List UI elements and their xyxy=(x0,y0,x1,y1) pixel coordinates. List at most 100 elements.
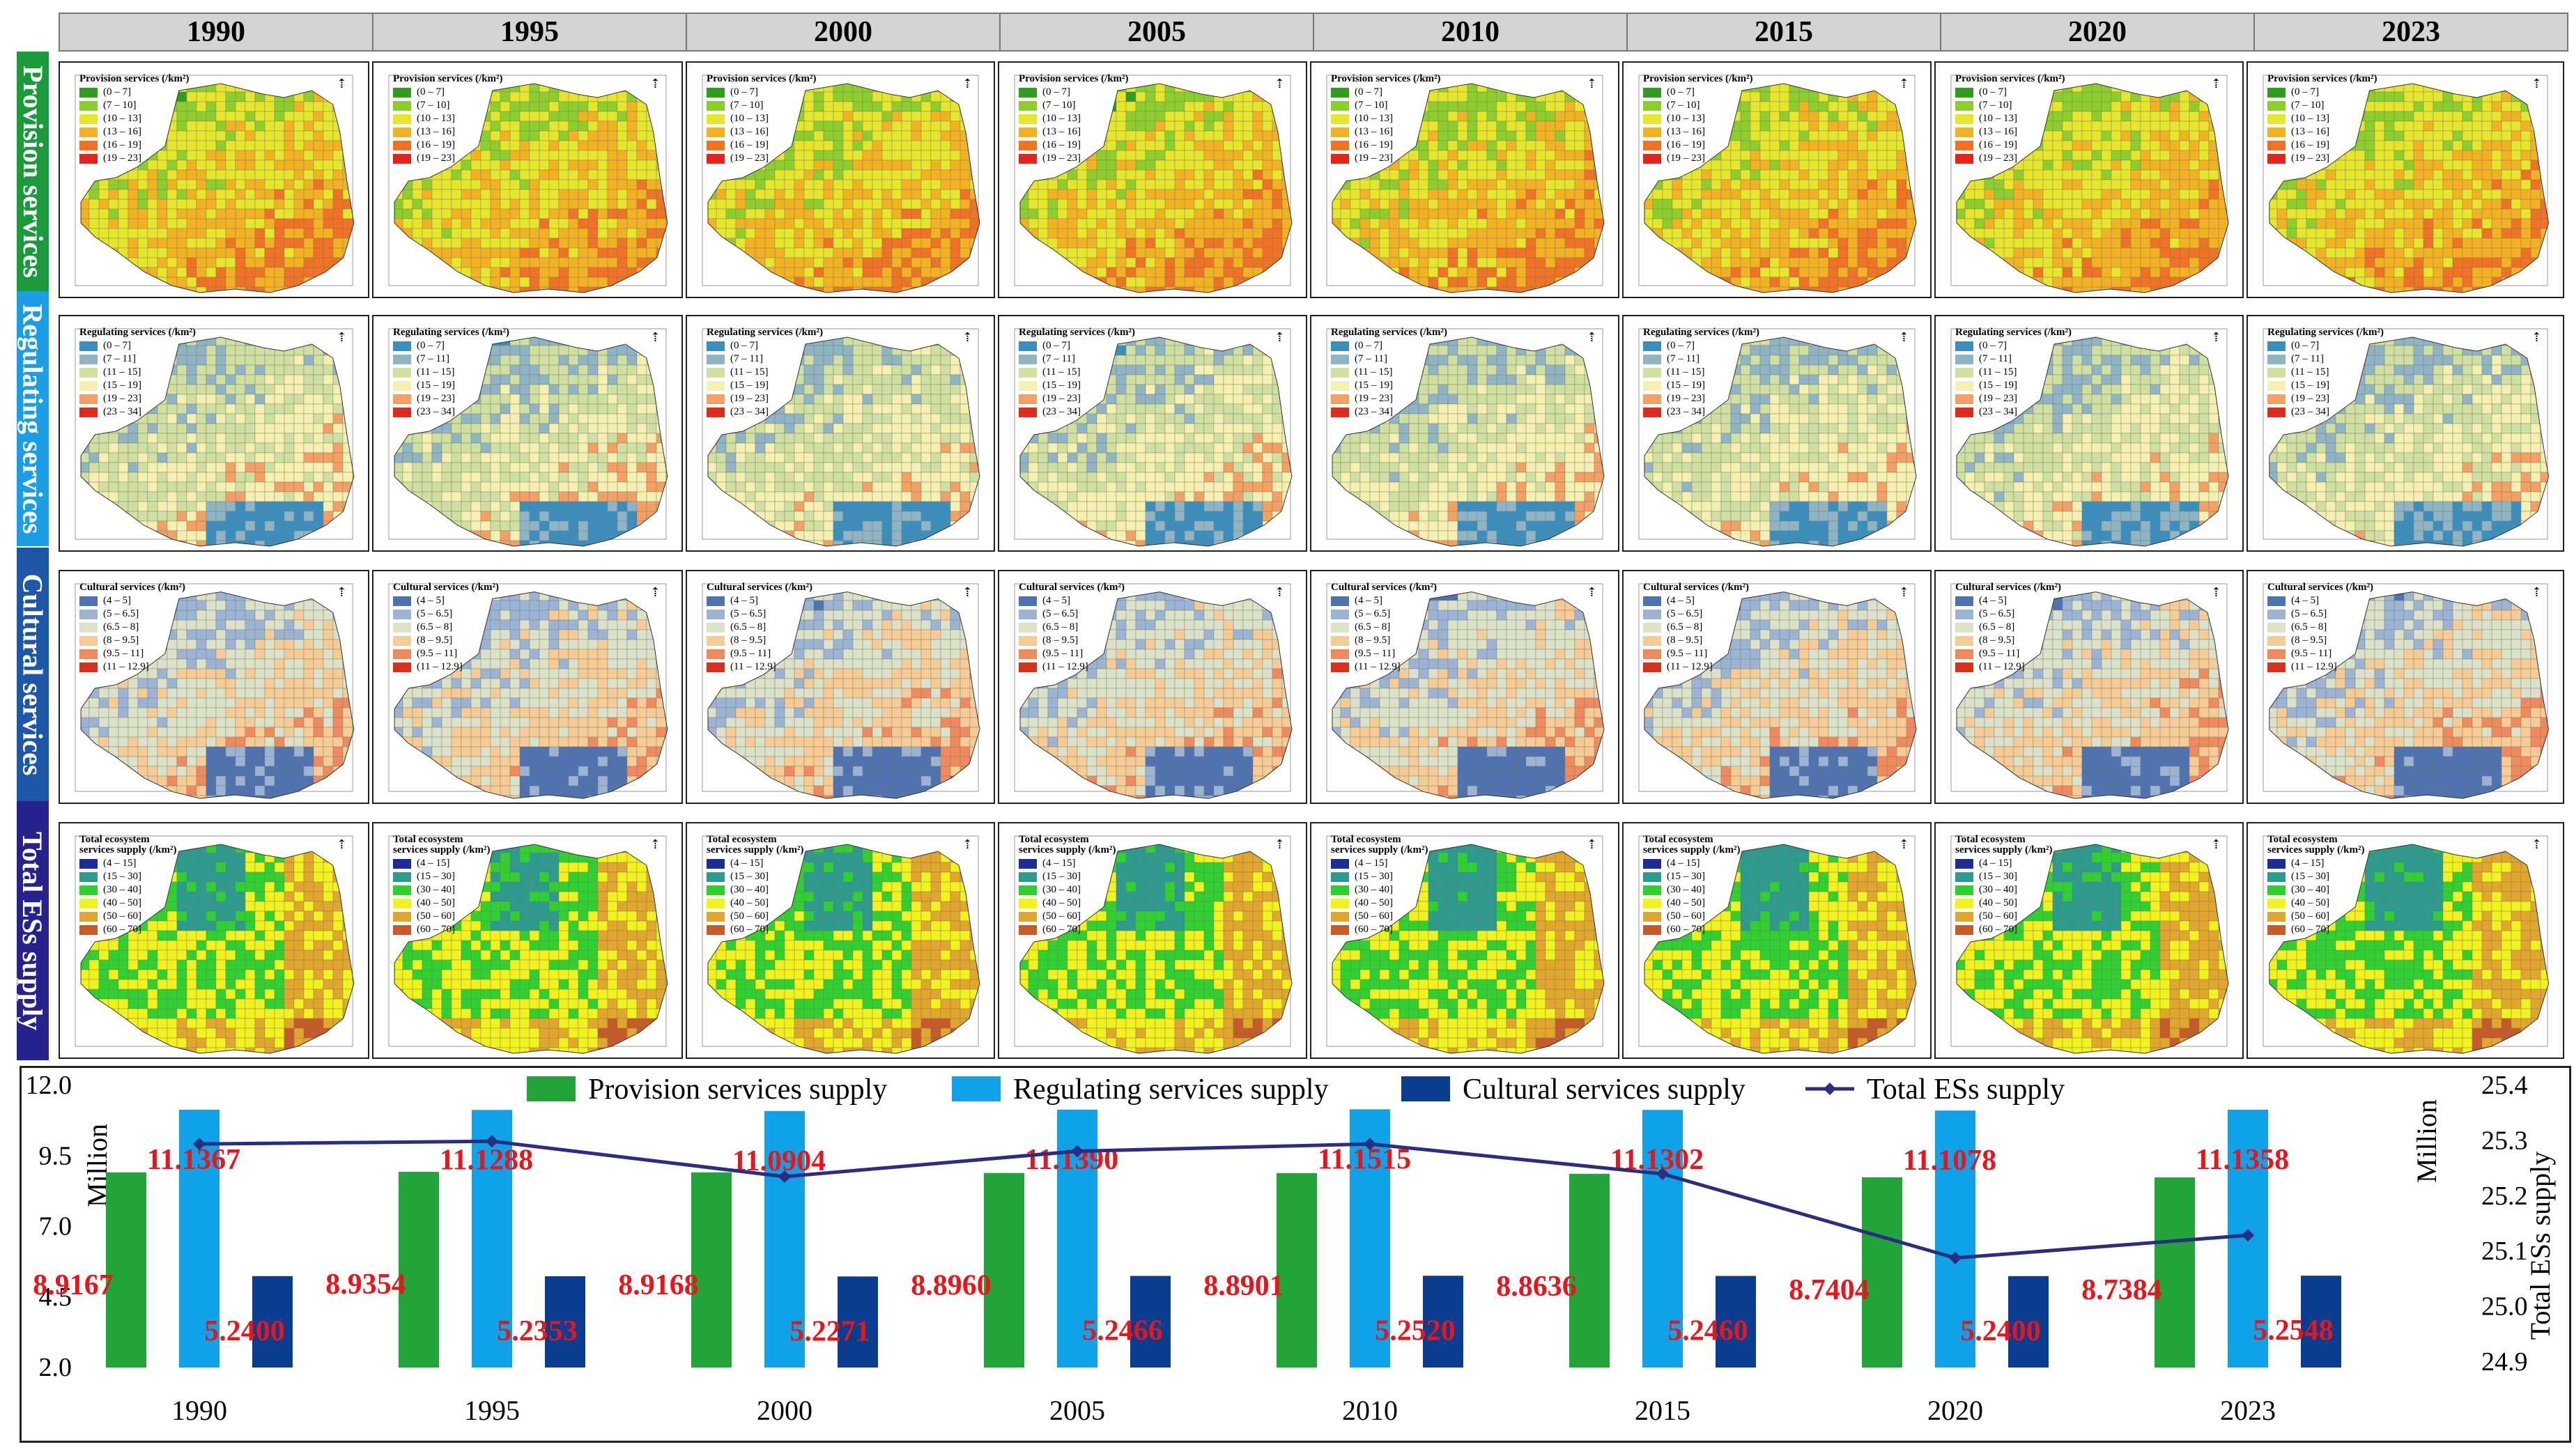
map-shape xyxy=(1638,75,1917,293)
legend-label: (7 – 10] xyxy=(1042,100,1076,111)
legend-title: Cultural services (/km²) xyxy=(1019,582,1125,593)
bar-value-label: 5.2400 xyxy=(1960,1315,2041,1347)
legend-swatch xyxy=(1955,858,1973,869)
legend-label: (40 – 50] xyxy=(1355,897,1393,909)
legend-item: (11 – 12.9] xyxy=(1643,660,1749,674)
legend-swatch xyxy=(2267,114,2286,124)
legend-label: (4 – 5] xyxy=(1355,595,1382,607)
north-arrow-icon: ⇡ xyxy=(337,77,347,91)
legend-label: (23 – 34] xyxy=(2291,406,2329,418)
legend-swatch xyxy=(707,635,725,646)
legend-label: (7 – 10] xyxy=(730,100,764,111)
legend-label: (60 – 70] xyxy=(730,924,769,936)
legend-label: (19 – 23] xyxy=(730,153,769,164)
legend-item: (5 – 6.5] xyxy=(707,607,812,621)
legend-item: (19 – 23] xyxy=(2267,152,2378,165)
legend-swatch xyxy=(1331,87,1349,98)
north-arrow-icon: ⇡ xyxy=(1899,77,1909,91)
map-legend: Cultural services (/km²) (4 – 5] (5 – 6.5]… xyxy=(1331,582,1437,674)
legend-label: (4 – 5] xyxy=(1042,595,1070,607)
total-ess-point xyxy=(1071,1145,1084,1158)
legend-item: (9.5 – 11] xyxy=(79,647,185,660)
legend-label: (30 – 40] xyxy=(730,884,769,896)
legend-swatch xyxy=(393,153,411,164)
map-legend: Regulating services (/km²) (0 – 7] (7 – 11… xyxy=(1955,327,2072,419)
legend-item: (11 – 15] xyxy=(2267,366,2384,379)
map-legend: Total ecosystem services supply (/km²) (4… xyxy=(707,835,804,936)
legend-label: (40 – 50] xyxy=(1042,897,1081,909)
map-shape xyxy=(75,835,355,1054)
year-header-2015: 2015 xyxy=(1626,13,1941,52)
legend-swatch xyxy=(1955,911,1973,922)
map-shape xyxy=(388,835,668,1054)
map-legend: Regulating services (/km²) (0 – 7] (7 – 11… xyxy=(707,327,823,419)
legend-item: (11 – 15] xyxy=(1019,366,1135,379)
legend-swatch xyxy=(1955,407,1973,417)
map-2-2015: Cultural services (/km²) (4 – 5] (5 – 6.5]… xyxy=(1622,570,1932,804)
legend-item: (6.5 – 8] xyxy=(79,621,185,634)
map-legend: Cultural services (/km²) (4 – 5] (5 – 6.5]… xyxy=(707,582,812,674)
year-header-2000: 2000 xyxy=(686,13,1001,52)
legend-swatch xyxy=(1643,140,1661,150)
legend-item: (4 – 5] xyxy=(1331,594,1437,607)
legend-item: (9.5 – 11] xyxy=(393,647,499,660)
legend-item: (10 – 13] xyxy=(1019,112,1129,125)
legend-label: (19 – 23] xyxy=(730,393,769,405)
north-arrow-icon: ⇡ xyxy=(337,330,347,345)
legend-item: (10 – 13] xyxy=(1331,112,1441,125)
legend-item: (13 – 16] xyxy=(1019,125,1129,139)
north-arrow-icon: ⇡ xyxy=(337,837,347,852)
map-2-2000: Cultural services (/km²) (4 – 5] (5 – 6.5]… xyxy=(686,570,995,804)
legend-swatch xyxy=(393,898,411,908)
legend-swatch xyxy=(1331,898,1349,908)
legend-swatch xyxy=(2267,858,2286,869)
legend-swatch xyxy=(707,662,725,672)
map-3-2005: Total ecosystem services supply (/km²) (4… xyxy=(998,822,1307,1059)
legend-label: (16 – 19] xyxy=(1979,139,2017,151)
right-tick-label: 25.0 xyxy=(2481,1292,2528,1322)
legend-swatch xyxy=(393,622,411,633)
legend-item: (15 – 19] xyxy=(2267,379,2384,392)
legend-label: (8 – 9.5] xyxy=(417,635,452,646)
legend-title: Regulating services (/km²) xyxy=(707,327,823,338)
row-label-2: Cultural services xyxy=(17,548,49,801)
legend-label: (9.5 – 11] xyxy=(1042,648,1083,660)
map-legend: Regulating services (/km²) (0 – 7] (7 – 11… xyxy=(1019,327,1135,419)
legend-label: (6.5 – 8] xyxy=(1667,621,1702,633)
map-2-2005: Cultural services (/km²) (4 – 5] (5 – 6.5]… xyxy=(998,570,1307,804)
legend-swatch xyxy=(393,87,411,98)
right-tick-label: 25.1 xyxy=(2481,1237,2528,1266)
legend-item: (9.5 – 11] xyxy=(1643,647,1749,660)
legend-item: (19 – 23] xyxy=(1331,152,1441,165)
map-legend: Provision services (/km²) (0 – 7] (7 – 10]… xyxy=(1331,74,1441,165)
legend-swatch xyxy=(1643,872,1661,882)
legend-label: (15 – 19] xyxy=(1042,380,1081,392)
legend-swatch xyxy=(1643,153,1661,164)
year-header-2010: 2010 xyxy=(1313,13,1628,52)
legend-swatch xyxy=(1643,649,1661,659)
legend-swatch xyxy=(1331,911,1349,922)
map-3-2000: Total ecosystem services supply (/km²) (4… xyxy=(686,822,995,1059)
legend-swatch xyxy=(79,114,98,124)
legend-label: (0 – 7] xyxy=(103,86,131,98)
legend-item: (6.5 – 8] xyxy=(707,621,812,634)
legend-item: (11 – 15] xyxy=(707,366,823,379)
legend-swatch xyxy=(79,858,98,869)
legend-item: (7 – 10] xyxy=(79,99,190,112)
bar-regulating-services-supply xyxy=(1642,1110,1683,1368)
legend-label: (16 – 19] xyxy=(1667,139,1705,151)
legend-label: (4 – 15] xyxy=(417,858,450,869)
legend-label: (10 – 13] xyxy=(1979,113,2017,125)
total-ess-point xyxy=(193,1138,206,1151)
legend-title: Total ecosystem services supply (/km²) xyxy=(79,835,177,855)
legend-item: (16 – 19] xyxy=(393,139,503,152)
legend-title: Total ecosystem services supply (/km²) xyxy=(1019,835,1116,855)
bar-cultural-services-supply xyxy=(1423,1276,1463,1368)
legend-title: Total ecosystem services supply (/km²) xyxy=(393,835,491,855)
map-shape xyxy=(1326,75,1605,293)
legend-label: (23 – 34] xyxy=(417,406,455,418)
legend-label: (4 – 15] xyxy=(1667,858,1700,869)
legend-label: (13 – 16] xyxy=(1042,126,1081,138)
x-tick-label: 1995 xyxy=(464,1395,520,1426)
legend-swatch xyxy=(79,911,98,922)
